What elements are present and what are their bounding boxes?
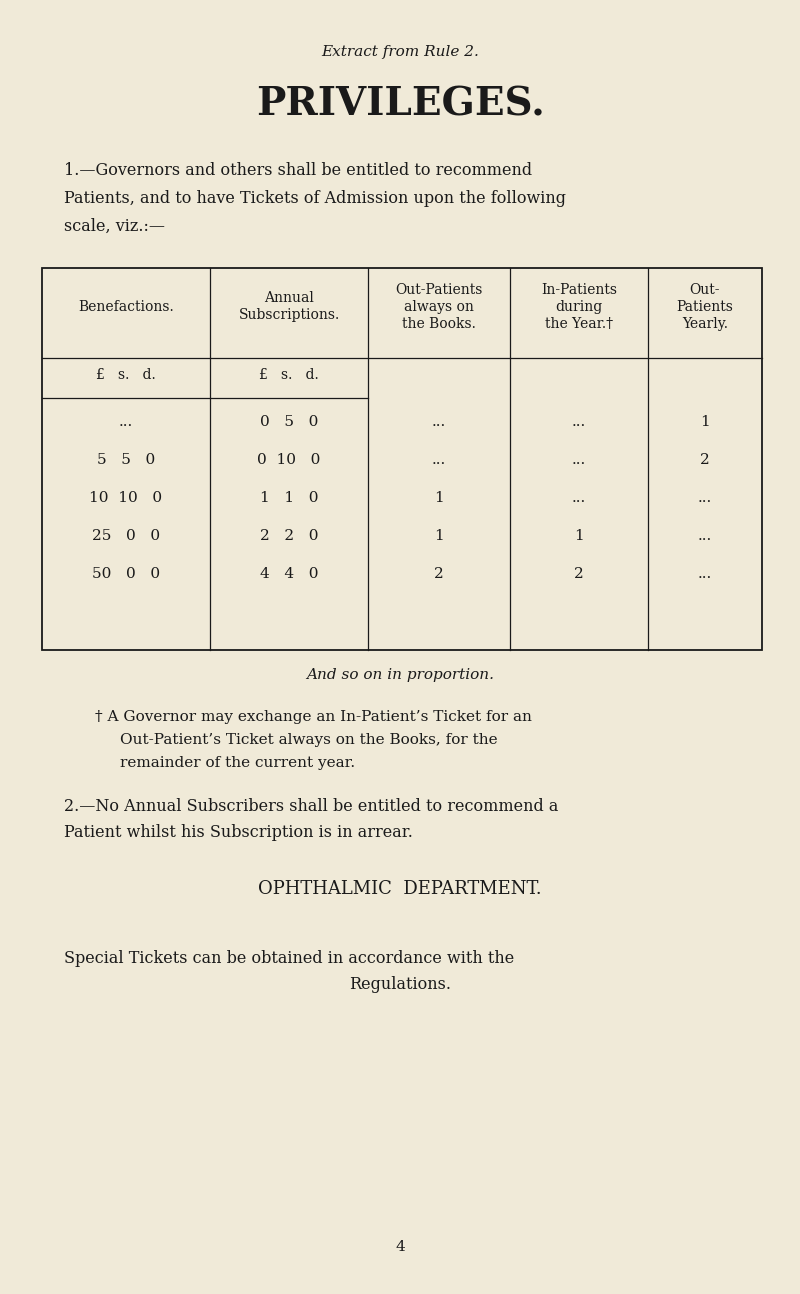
- Text: Out-Patients: Out-Patients: [395, 283, 482, 298]
- Text: 2: 2: [434, 567, 444, 581]
- Text: Extract from Rule 2.: Extract from Rule 2.: [321, 45, 479, 60]
- Text: ...: ...: [698, 490, 712, 505]
- Text: 2: 2: [574, 567, 584, 581]
- Text: 5   5   0: 5 5 0: [97, 453, 155, 467]
- Text: remainder of the current year.: remainder of the current year.: [120, 756, 355, 770]
- Text: 50   0   0: 50 0 0: [92, 567, 160, 581]
- Text: 0   5   0: 0 5 0: [260, 415, 318, 430]
- Text: Subscriptions.: Subscriptions.: [238, 308, 340, 322]
- Text: ...: ...: [572, 490, 586, 505]
- Text: ...: ...: [698, 529, 712, 543]
- Text: ...: ...: [119, 415, 133, 430]
- Text: Special Tickets can be obtained in accordance with the: Special Tickets can be obtained in accor…: [64, 950, 514, 967]
- Text: 2   2   0: 2 2 0: [260, 529, 318, 543]
- Text: 25   0   0: 25 0 0: [92, 529, 160, 543]
- Text: Regulations.: Regulations.: [349, 976, 451, 992]
- Text: Patients, and to have Tickets of Admission upon the following: Patients, and to have Tickets of Admissi…: [64, 190, 566, 207]
- Text: In-Patients: In-Patients: [541, 283, 617, 298]
- Text: Out-Patient’s Ticket always on the Books, for the: Out-Patient’s Ticket always on the Books…: [120, 732, 498, 747]
- Text: 4: 4: [395, 1240, 405, 1254]
- Text: ...: ...: [572, 453, 586, 467]
- Text: 10  10   0: 10 10 0: [90, 490, 162, 505]
- Text: scale, viz.:—: scale, viz.:—: [64, 217, 165, 236]
- Text: Benefactions.: Benefactions.: [78, 300, 174, 314]
- Text: Annual: Annual: [264, 291, 314, 305]
- Text: 1   1   0: 1 1 0: [260, 490, 318, 505]
- Text: 0  10   0: 0 10 0: [258, 453, 321, 467]
- Text: Out-: Out-: [690, 283, 720, 298]
- Text: the Books.: the Books.: [402, 317, 476, 331]
- Text: 2.—No Annual Subscribers shall be entitled to recommend a: 2.—No Annual Subscribers shall be entitl…: [64, 798, 558, 815]
- Text: PRIVILEGES.: PRIVILEGES.: [256, 85, 544, 123]
- Text: Yearly.: Yearly.: [682, 317, 728, 331]
- Text: ...: ...: [432, 453, 446, 467]
- Text: ...: ...: [572, 415, 586, 430]
- Text: £   s.   d.: £ s. d.: [259, 367, 319, 382]
- Text: OPHTHALMIC  DEPARTMENT.: OPHTHALMIC DEPARTMENT.: [258, 880, 542, 898]
- Text: 4   4   0: 4 4 0: [260, 567, 318, 581]
- Text: 1: 1: [434, 490, 444, 505]
- Text: 1: 1: [574, 529, 584, 543]
- Text: the Year.†: the Year.†: [545, 317, 613, 331]
- Text: 1: 1: [700, 415, 710, 430]
- Text: ...: ...: [698, 567, 712, 581]
- Text: Patient whilst his Subscription is in arrear.: Patient whilst his Subscription is in ar…: [64, 824, 413, 841]
- Text: £   s.   d.: £ s. d.: [96, 367, 156, 382]
- Text: always on: always on: [404, 300, 474, 314]
- Text: 2: 2: [700, 453, 710, 467]
- Text: And so on in proportion.: And so on in proportion.: [306, 668, 494, 682]
- Text: Patients: Patients: [677, 300, 734, 314]
- Text: † A Governor may exchange an In-Patient’s Ticket for an: † A Governor may exchange an In-Patient’…: [95, 710, 532, 725]
- Text: ...: ...: [432, 415, 446, 430]
- Text: during: during: [555, 300, 602, 314]
- Bar: [42, 268, 762, 650]
- Text: 1: 1: [434, 529, 444, 543]
- Text: 1.—Governors and others shall be entitled to recommend: 1.—Governors and others shall be entitle…: [64, 162, 532, 179]
